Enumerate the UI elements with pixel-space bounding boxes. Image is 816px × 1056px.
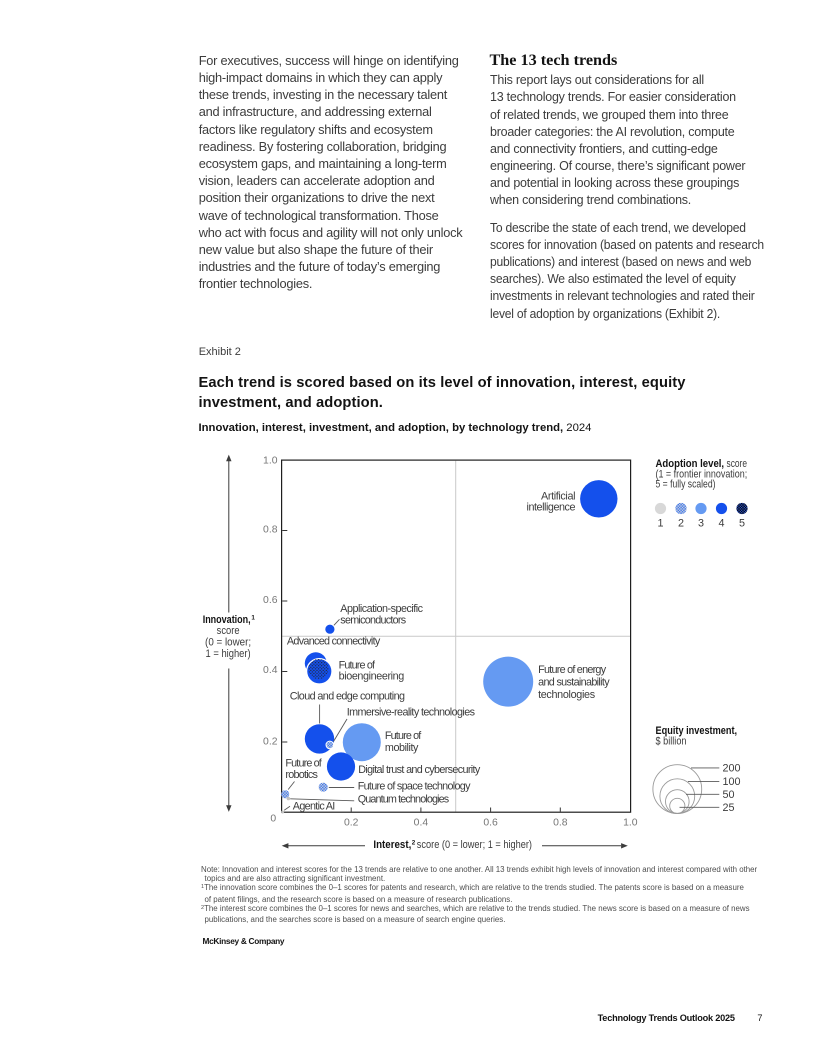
svg-text:(1 = frontier innovation;: (1 = frontier innovation; <box>656 468 748 480</box>
svg-text:0.6: 0.6 <box>263 595 278 606</box>
svg-text:2: 2 <box>412 840 416 847</box>
svg-text:Innovation,: Innovation, <box>203 614 251 626</box>
svg-text:0.2: 0.2 <box>344 817 359 828</box>
svg-text:technologies: technologies <box>538 689 596 701</box>
svg-text:Future of: Future of <box>385 730 422 742</box>
svg-text:Cloud and edge computing: Cloud and edge computing <box>290 691 405 703</box>
svg-text:2: 2 <box>678 518 684 530</box>
svg-text:1: 1 <box>251 614 255 621</box>
svg-text:Application-specific: Application-specific <box>340 603 423 615</box>
svg-text:0.6: 0.6 <box>483 817 498 828</box>
svg-text:1 = higher): 1 = higher) <box>206 648 251 660</box>
svg-text:Interest,: Interest, <box>373 839 411 851</box>
svg-text:Future of space technology: Future of space technology <box>358 781 471 793</box>
svg-text:3: 3 <box>698 518 704 530</box>
svg-text:bioengineering: bioengineering <box>339 671 405 683</box>
svg-text:1.0: 1.0 <box>263 455 278 466</box>
svg-text:Future of: Future of <box>285 758 322 770</box>
svg-text:200: 200 <box>723 763 741 775</box>
svg-text:5 = fully scaled): 5 = fully scaled) <box>656 479 716 491</box>
svg-text:Immersive-reality technologies: Immersive-reality technologies <box>347 706 476 718</box>
svg-text:Agentic AI: Agentic AI <box>293 801 336 813</box>
svg-text:Digital trust and cybersecurit: Digital trust and cybersecurity <box>358 764 481 776</box>
svg-text:25: 25 <box>723 802 735 814</box>
svg-text:1.0: 1.0 <box>623 817 638 828</box>
svg-text:Future of: Future of <box>339 659 376 671</box>
svg-text:Adoption level,: Adoption level, <box>656 458 725 470</box>
svg-text:Future of energy: Future of energy <box>538 664 607 676</box>
svg-text:(0 = lower;: (0 = lower; <box>205 637 251 649</box>
svg-text:semiconductors: semiconductors <box>340 614 406 626</box>
svg-text:1: 1 <box>657 518 663 530</box>
svg-text:Advanced connectivity: Advanced connectivity <box>287 636 381 648</box>
svg-text:0.4: 0.4 <box>263 665 278 676</box>
svg-text:and sustainability: and sustainability <box>538 677 610 689</box>
svg-text:Quantum technologies: Quantum technologies <box>358 793 450 805</box>
svg-text:score: score <box>217 625 240 637</box>
svg-text:robotics: robotics <box>285 769 318 781</box>
svg-text:0: 0 <box>270 813 276 824</box>
svg-text:score (0 = lower; 1 = higher): score (0 = lower; 1 = higher) <box>417 839 532 851</box>
svg-text:4: 4 <box>718 518 724 530</box>
svg-text:0.8: 0.8 <box>553 817 568 828</box>
svg-text:intelligence: intelligence <box>527 502 576 514</box>
svg-text:0.4: 0.4 <box>414 817 429 828</box>
svg-text:100: 100 <box>723 776 741 788</box>
svg-text:0.2: 0.2 <box>263 737 278 748</box>
svg-text:Equity investment,: Equity investment, <box>656 725 738 737</box>
svg-text:5: 5 <box>739 518 745 530</box>
svg-text:score: score <box>727 458 748 470</box>
svg-text:mobility: mobility <box>385 742 419 754</box>
svg-text:$ billion: $ billion <box>656 736 687 748</box>
svg-text:0.8: 0.8 <box>263 524 278 535</box>
svg-text:Artificial: Artificial <box>541 490 576 502</box>
svg-text:50: 50 <box>723 789 735 801</box>
